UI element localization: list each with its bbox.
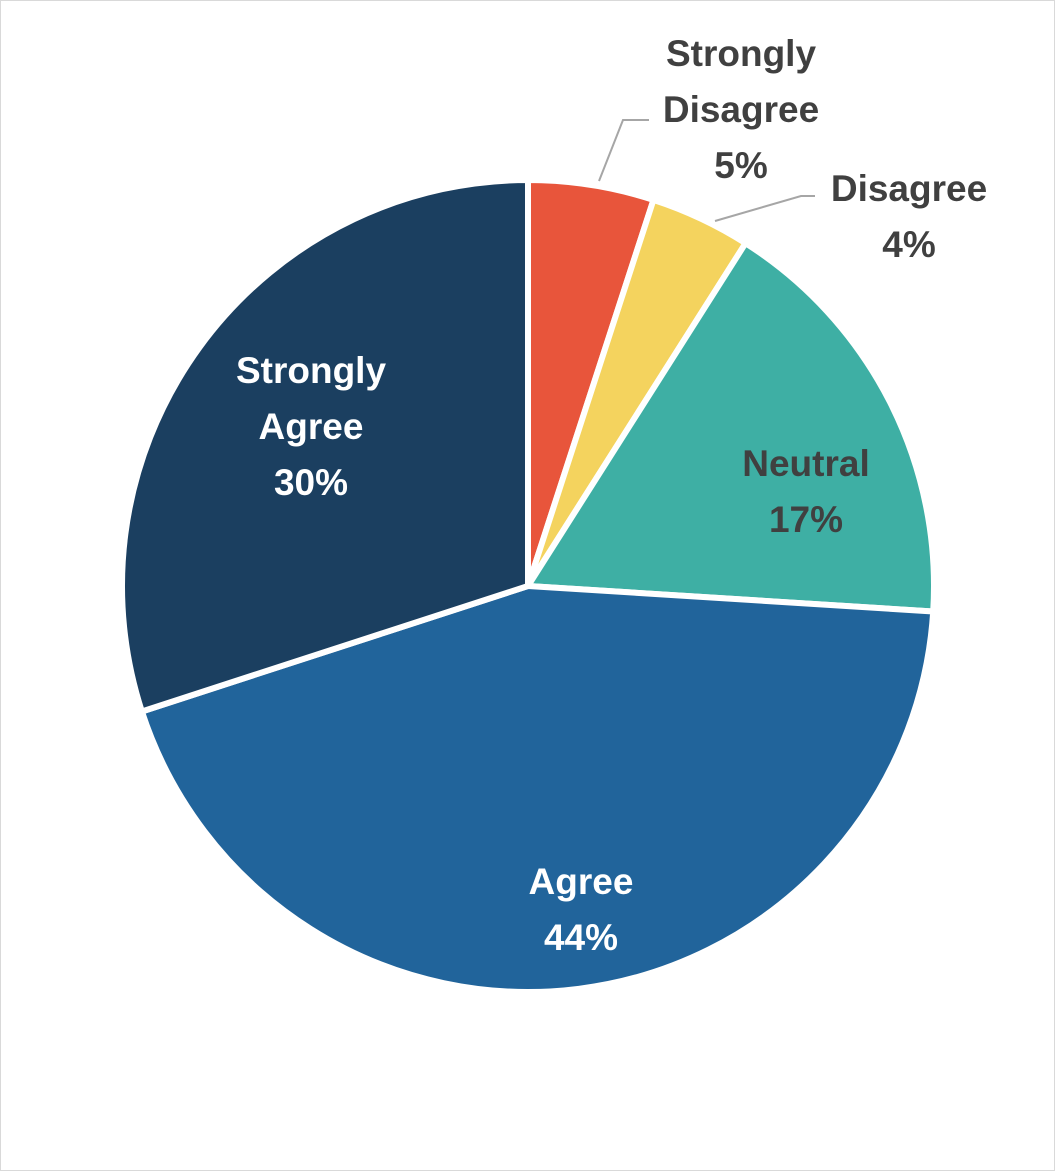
pie-slice-agree — [138, 583, 937, 995]
leader-line-strongly-disagree — [598, 119, 649, 182]
data-label-strongly-disagree: Strongly Disagree 5% — [663, 33, 819, 186]
data-label-agree: Agree 44% — [529, 861, 634, 958]
data-label-strongly-agree: Strongly Agree 30% — [236, 350, 386, 503]
data-label-disagree: Disagree 4% — [831, 168, 987, 265]
pie-slice-neutral — [525, 240, 937, 615]
pie-slices — [119, 177, 937, 995]
data-label-neutral: Neutral 17% — [742, 443, 869, 540]
leader-line-disagree — [714, 195, 815, 222]
pie-labels: Strongly Disagree 5%Disagree 4% Neutral 17% Ag… — [236, 33, 987, 958]
pie-slice-strongly-agree — [119, 177, 531, 715]
